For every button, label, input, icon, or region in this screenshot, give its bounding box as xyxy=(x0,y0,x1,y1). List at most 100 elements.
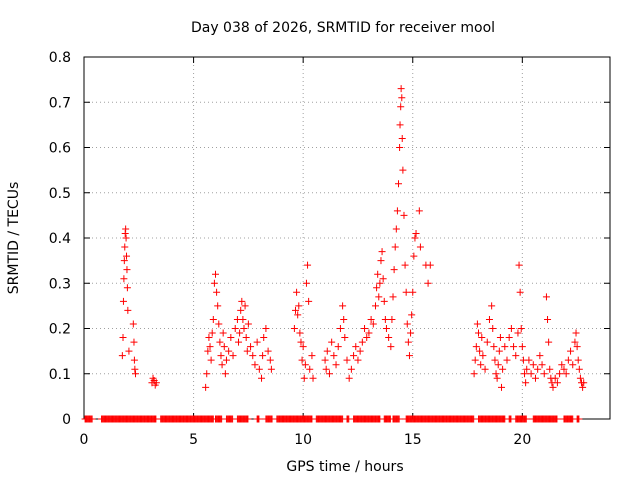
data-point xyxy=(240,325,248,332)
data-point xyxy=(120,257,128,265)
data-point xyxy=(473,320,481,328)
data-point xyxy=(251,361,259,369)
data-point xyxy=(542,293,550,301)
data-point xyxy=(472,343,480,351)
data-point xyxy=(387,343,395,351)
data-point xyxy=(495,347,503,355)
data-point xyxy=(336,325,344,332)
data-point xyxy=(416,243,424,251)
data-point xyxy=(330,352,338,360)
data-point xyxy=(389,293,397,301)
data-point xyxy=(516,288,524,296)
data-point xyxy=(551,374,559,382)
data-point xyxy=(129,320,137,328)
data-point xyxy=(562,370,570,378)
data-point xyxy=(231,325,239,332)
data-point xyxy=(302,279,310,287)
data-point xyxy=(569,361,577,369)
y-axis-label: SRMTID / TECUs xyxy=(6,182,22,295)
data-point xyxy=(309,374,317,382)
data-point xyxy=(483,338,491,346)
data-point xyxy=(415,207,423,215)
y-tick-label: 0.2 xyxy=(49,322,71,338)
data-point xyxy=(299,343,307,351)
data-point xyxy=(476,347,484,355)
data-point xyxy=(382,325,390,332)
data-point xyxy=(363,334,371,342)
data-point xyxy=(549,383,557,391)
data-point xyxy=(380,297,388,305)
data-point xyxy=(398,94,406,102)
y-tick-label: 0.4 xyxy=(49,231,71,247)
data-point xyxy=(300,374,308,382)
data-point xyxy=(304,261,312,269)
data-point xyxy=(404,338,412,346)
data-point xyxy=(369,320,377,328)
data-point xyxy=(512,352,520,360)
data-point xyxy=(485,315,493,323)
data-point xyxy=(354,356,362,364)
data-point xyxy=(558,361,566,369)
data-point xyxy=(481,365,489,373)
data-point xyxy=(398,134,406,142)
data-point xyxy=(221,370,229,378)
data-point xyxy=(122,225,130,233)
data-point xyxy=(510,343,518,351)
data-point xyxy=(216,338,224,346)
data-point xyxy=(373,284,381,292)
data-point xyxy=(522,379,530,387)
data-point xyxy=(478,334,486,342)
x-tick-label: 15 xyxy=(404,432,422,448)
data-point xyxy=(401,261,409,269)
data-point xyxy=(407,329,415,337)
data-point xyxy=(308,352,316,360)
data-point xyxy=(328,338,336,346)
data-point xyxy=(475,329,482,337)
data-point xyxy=(352,343,360,351)
data-point xyxy=(571,338,579,346)
data-point xyxy=(492,370,500,378)
data-point xyxy=(340,315,348,323)
data-point xyxy=(493,374,501,382)
data-point xyxy=(576,374,584,382)
data-point xyxy=(264,347,272,355)
data-point xyxy=(376,279,384,287)
data-point xyxy=(215,320,223,328)
data-point xyxy=(553,415,561,423)
data-point xyxy=(470,370,478,378)
data-point xyxy=(400,211,408,219)
data-point xyxy=(514,329,522,337)
data-point xyxy=(124,306,132,314)
data-point xyxy=(295,302,303,310)
data-point xyxy=(225,347,233,355)
data-point xyxy=(206,343,214,351)
data-point xyxy=(301,361,309,369)
data-point xyxy=(229,352,237,360)
data-points xyxy=(81,85,588,423)
data-point xyxy=(575,365,583,373)
data-point xyxy=(538,361,546,369)
data-point xyxy=(507,325,515,332)
data-point xyxy=(534,365,542,373)
data-point xyxy=(130,338,138,346)
data-point xyxy=(322,365,330,373)
data-point xyxy=(262,325,270,332)
data-point xyxy=(290,325,298,332)
data-point xyxy=(239,315,247,323)
data-point xyxy=(564,356,572,364)
data-point xyxy=(546,365,554,373)
data-point xyxy=(391,243,399,251)
data-point xyxy=(390,266,398,274)
data-point xyxy=(219,329,227,337)
data-point xyxy=(395,415,403,423)
data-point xyxy=(208,329,216,337)
data-point xyxy=(374,270,382,278)
data-point xyxy=(122,234,130,242)
data-point xyxy=(381,315,389,323)
data-point xyxy=(397,85,405,93)
data-point xyxy=(203,370,211,378)
data-point xyxy=(361,325,369,332)
data-point xyxy=(118,352,126,360)
data-point xyxy=(522,415,530,423)
data-point xyxy=(130,356,138,364)
